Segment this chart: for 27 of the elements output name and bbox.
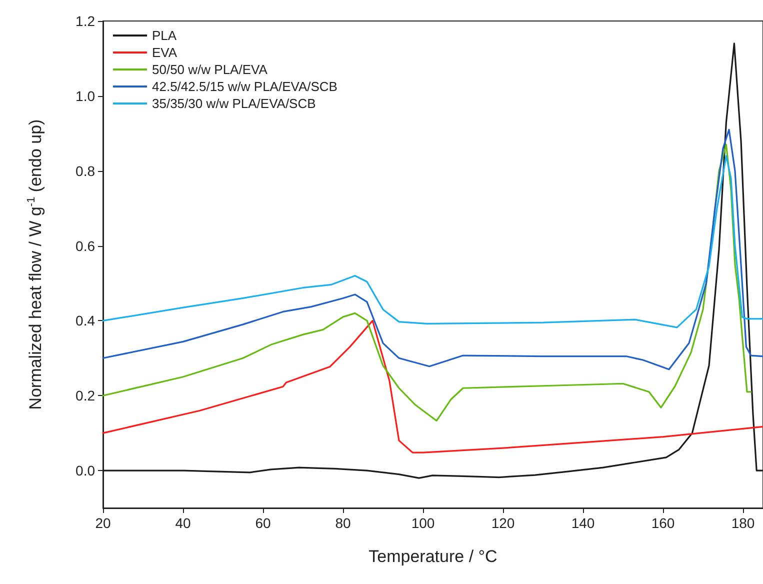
y-tick-label: 1.2 xyxy=(76,13,96,29)
x-tick-label: 180 xyxy=(731,515,755,531)
y-tick-label: 0.2 xyxy=(76,388,96,404)
x-tick-label: 20 xyxy=(95,515,111,531)
x-tick-label: 140 xyxy=(571,515,595,531)
legend-label: EVA xyxy=(152,45,178,60)
x-tick-label: 80 xyxy=(335,515,351,531)
x-tick-label: 120 xyxy=(491,515,515,531)
legend-label: PLA xyxy=(152,28,177,43)
x-tick-label: 60 xyxy=(255,515,271,531)
legend-label: 42.5/42.5/15 w/w PLA/EVA/SCB xyxy=(152,79,338,94)
legend-label: 50/50 w/w PLA/EVA xyxy=(152,62,268,77)
y-tick-label: 1.0 xyxy=(76,88,96,104)
line-series xyxy=(102,155,763,328)
legend-label: 35/35/30 w/w PLA/EVA/SCB xyxy=(152,96,316,111)
line-series xyxy=(102,144,752,422)
y-axis-title: Normalized heat flow / W g-1 (endo up) xyxy=(26,119,45,410)
y-tick-label: 0.0 xyxy=(76,462,96,479)
line-series xyxy=(102,128,763,370)
y-tick-label: 0.8 xyxy=(76,162,96,179)
line-series xyxy=(102,320,763,454)
y-tick-label: 0.4 xyxy=(76,312,96,329)
y-tick-label: 0.6 xyxy=(76,238,96,254)
x-tick-label: 40 xyxy=(175,515,191,531)
x-tick-label: 100 xyxy=(411,515,435,531)
x-axis-title: Temperature / °C xyxy=(368,547,498,566)
x-tick-label: 160 xyxy=(651,515,675,531)
